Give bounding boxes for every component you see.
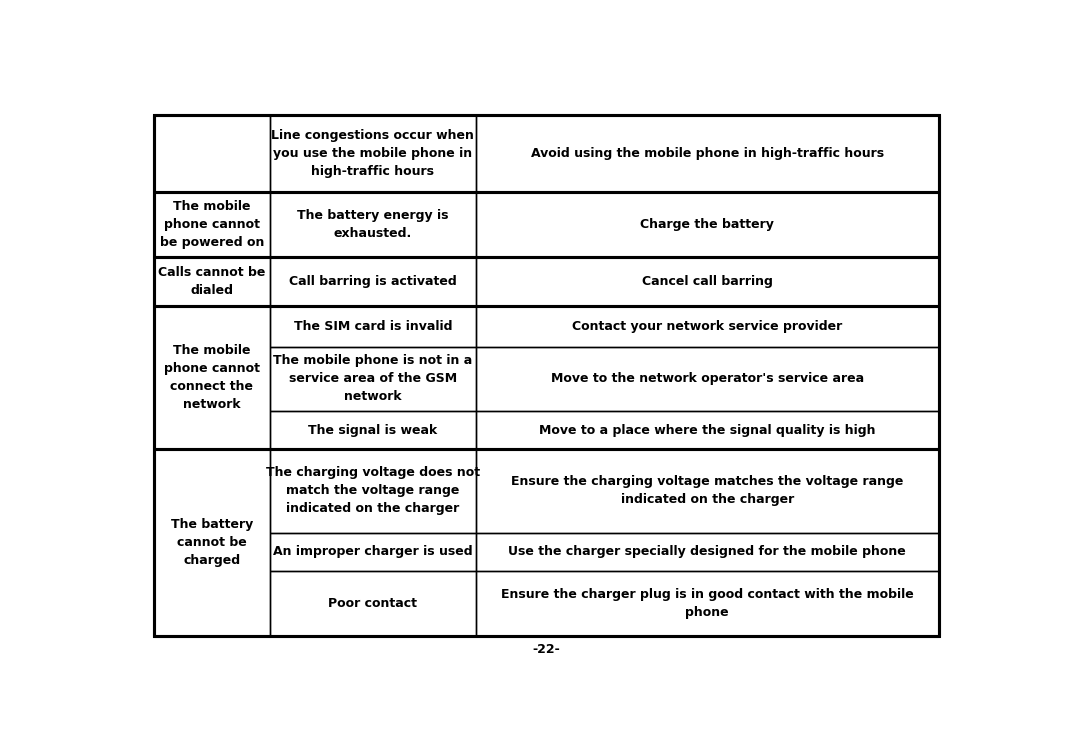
Text: The mobile
phone cannot
connect the
network: The mobile phone cannot connect the netw… [164,344,260,411]
Text: The charging voltage does not
match the voltage range
indicated on the charger: The charging voltage does not match the … [265,466,480,516]
Text: Line congestions occur when
you use the mobile phone in
high-traffic hours: Line congestions occur when you use the … [272,129,474,179]
Text: Move to a place where the signal quality is high: Move to a place where the signal quality… [539,423,875,437]
Text: Ensure the charging voltage matches the voltage range
indicated on the charger: Ensure the charging voltage matches the … [511,475,903,507]
Text: Charge the battery: Charge the battery [641,218,774,231]
Text: The battery
cannot be
charged: The battery cannot be charged [171,519,253,567]
Text: Call barring is activated: Call barring is activated [289,275,456,288]
Text: Use the charger specially designed for the mobile phone: Use the charger specially designed for t… [508,545,906,559]
Text: -22-: -22- [532,643,561,656]
Text: The signal is weak: The signal is weak [308,423,437,437]
Text: The mobile
phone cannot
be powered on: The mobile phone cannot be powered on [160,200,264,249]
Text: The SIM card is invalid: The SIM card is invalid [293,320,452,333]
Text: The battery energy is
exhausted.: The battery energy is exhausted. [297,209,449,240]
Text: The mobile phone is not in a
service area of the GSM
network: The mobile phone is not in a service are… [273,354,472,403]
Text: Calls cannot be
dialed: Calls cannot be dialed [158,266,265,297]
Text: Move to the network operator's service area: Move to the network operator's service a… [551,373,863,385]
Text: An improper charger is used: An improper charger is used [273,545,472,559]
Text: Poor contact: Poor contact [328,597,418,610]
Text: Ensure the charger plug is in good contact with the mobile
phone: Ensure the charger plug is in good conta… [501,589,914,619]
Text: Cancel call barring: Cancel call barring [642,275,773,288]
Text: Contact your network service provider: Contact your network service provider [572,320,842,333]
Text: Avoid using the mobile phone in high-traffic hours: Avoid using the mobile phone in high-tra… [531,147,884,160]
